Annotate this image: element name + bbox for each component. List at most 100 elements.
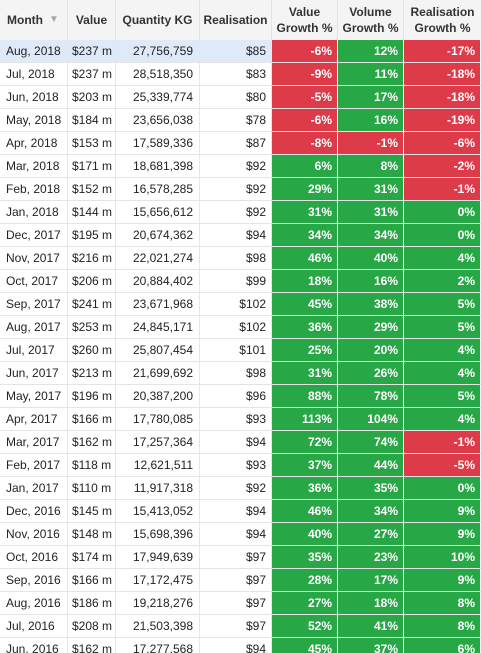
- table-row[interactable]: Apr, 2018 $153 m 17,589,336 $87 -8% -1% -6%: [0, 132, 481, 155]
- table-row[interactable]: May, 2018 $184 m 23,656,038 $78 -6% 16% -19%: [0, 109, 481, 132]
- cell-realisation: $94: [200, 523, 272, 545]
- column-header-value[interactable]: Value: [68, 0, 116, 40]
- column-header-realisation-growth[interactable]: Realisation Growth %: [404, 0, 481, 40]
- cell-realisation-growth: 6%: [404, 638, 481, 653]
- table-row[interactable]: Dec, 2016 $145 m 15,413,052 $94 46% 34% 9%: [0, 500, 481, 523]
- table-row[interactable]: May, 2017 $196 m 20,387,200 $96 88% 78% 5%: [0, 385, 481, 408]
- cell-value: $237 m: [68, 63, 116, 85]
- cell-value: $216 m: [68, 247, 116, 269]
- cell-value-growth: 72%: [272, 431, 338, 453]
- table-row[interactable]: Nov, 2017 $216 m 22,021,274 $98 46% 40% 4%: [0, 247, 481, 270]
- table-row[interactable]: Jul, 2017 $260 m 25,807,454 $101 25% 20% 4%: [0, 339, 481, 362]
- cell-value-growth: 113%: [272, 408, 338, 430]
- column-header-quantity[interactable]: Quantity KG: [116, 0, 200, 40]
- column-header-month[interactable]: Month ▼: [0, 0, 68, 40]
- cell-quantity: 17,172,475: [116, 569, 200, 591]
- grid-body: Aug, 2018 $237 m 27,756,759 $85 -6% 12% -17% Ju…: [0, 40, 481, 653]
- cell-month: Jan, 2017: [0, 477, 68, 499]
- cell-volume-growth: -1%: [338, 132, 404, 154]
- cell-volume-growth: 16%: [338, 270, 404, 292]
- cell-month: Aug, 2016: [0, 592, 68, 614]
- cell-volume-growth: 20%: [338, 339, 404, 361]
- cell-month: Apr, 2018: [0, 132, 68, 154]
- table-row[interactable]: Feb, 2018 $152 m 16,578,285 $92 29% 31% -1%: [0, 178, 481, 201]
- cell-volume-growth: 17%: [338, 569, 404, 591]
- cell-realisation: $87: [200, 132, 272, 154]
- cell-realisation-growth: 8%: [404, 592, 481, 614]
- table-row[interactable]: Sep, 2016 $166 m 17,172,475 $97 28% 17% 9%: [0, 569, 481, 592]
- cell-volume-growth: 29%: [338, 316, 404, 338]
- table-row[interactable]: Jan, 2018 $144 m 15,656,612 $92 31% 31% 0%: [0, 201, 481, 224]
- cell-quantity: 16,578,285: [116, 178, 200, 200]
- table-row[interactable]: Jun, 2017 $213 m 21,699,692 $98 31% 26% 4%: [0, 362, 481, 385]
- cell-realisation: $92: [200, 477, 272, 499]
- cell-volume-growth: 26%: [338, 362, 404, 384]
- cell-value-growth: 45%: [272, 293, 338, 315]
- table-row[interactable]: Apr, 2017 $166 m 17,780,085 $93 113% 104% 4%: [0, 408, 481, 431]
- table-row[interactable]: Jun, 2018 $203 m 25,339,774 $80 -5% 17% -18%: [0, 86, 481, 109]
- table-row[interactable]: Jun, 2016 $162 m 17,277,568 $94 45% 37% 6%: [0, 638, 481, 653]
- sort-descending-icon[interactable]: ▼: [48, 14, 59, 25]
- cell-value-growth: 35%: [272, 546, 338, 568]
- cell-month: Jun, 2016: [0, 638, 68, 653]
- cell-value: $162 m: [68, 638, 116, 653]
- cell-value: $174 m: [68, 546, 116, 568]
- cell-volume-growth: 27%: [338, 523, 404, 545]
- cell-value-growth: 45%: [272, 638, 338, 653]
- table-row[interactable]: Jul, 2018 $237 m 28,518,350 $83 -9% 11% -18%: [0, 63, 481, 86]
- column-header-month-label: Month: [7, 13, 43, 27]
- cell-realisation: $85: [200, 40, 272, 62]
- cell-volume-growth: 31%: [338, 201, 404, 223]
- cell-quantity: 20,674,362: [116, 224, 200, 246]
- table-row[interactable]: Aug, 2016 $186 m 19,218,276 $97 27% 18% 8%: [0, 592, 481, 615]
- cell-realisation-growth: -6%: [404, 132, 481, 154]
- cell-realisation: $98: [200, 362, 272, 384]
- column-header-volume-growth-line1: Volume: [349, 5, 392, 19]
- table-row[interactable]: Dec, 2017 $195 m 20,674,362 $94 34% 34% 0%: [0, 224, 481, 247]
- table-row[interactable]: Oct, 2016 $174 m 17,949,639 $97 35% 23% 10%: [0, 546, 481, 569]
- cell-value-growth: -9%: [272, 63, 338, 85]
- cell-value: $208 m: [68, 615, 116, 637]
- cell-quantity: 15,413,052: [116, 500, 200, 522]
- cell-month: Jul, 2018: [0, 63, 68, 85]
- table-row[interactable]: Mar, 2017 $162 m 17,257,364 $94 72% 74% -1%: [0, 431, 481, 454]
- cell-volume-growth: 37%: [338, 638, 404, 653]
- table-row[interactable]: Jul, 2016 $208 m 21,503,398 $97 52% 41% 8%: [0, 615, 481, 638]
- table-row[interactable]: Nov, 2016 $148 m 15,698,396 $94 40% 27% 9%: [0, 523, 481, 546]
- cell-quantity: 17,949,639: [116, 546, 200, 568]
- cell-volume-growth: 40%: [338, 247, 404, 269]
- cell-quantity: 20,884,402: [116, 270, 200, 292]
- table-row[interactable]: Aug, 2017 $253 m 24,845,171 $102 36% 29% 5%: [0, 316, 481, 339]
- column-header-volume-growth-line2: Growth %: [342, 21, 399, 35]
- cell-month: Aug, 2018: [0, 40, 68, 62]
- column-header-volume-growth[interactable]: Volume Growth %: [338, 0, 404, 40]
- cell-quantity: 19,218,276: [116, 592, 200, 614]
- table-row[interactable]: Sep, 2017 $241 m 23,671,968 $102 45% 38% 5%: [0, 293, 481, 316]
- table-row[interactable]: Oct, 2017 $206 m 20,884,402 $99 18% 16% 2%: [0, 270, 481, 293]
- table-row[interactable]: Feb, 2017 $118 m 12,621,511 $93 37% 44% -5%: [0, 454, 481, 477]
- cell-volume-growth: 17%: [338, 86, 404, 108]
- cell-realisation: $98: [200, 247, 272, 269]
- cell-value: $213 m: [68, 362, 116, 384]
- table-row[interactable]: Mar, 2018 $171 m 18,681,398 $92 6% 8% -2%: [0, 155, 481, 178]
- cell-value-growth: 52%: [272, 615, 338, 637]
- column-header-realisation[interactable]: Realisation: [200, 0, 272, 40]
- cell-realisation: $80: [200, 86, 272, 108]
- table-row[interactable]: Aug, 2018 $237 m 27,756,759 $85 -6% 12% -17%: [0, 40, 481, 63]
- cell-value-growth: 36%: [272, 477, 338, 499]
- cell-value-growth: 46%: [272, 247, 338, 269]
- cell-value: $162 m: [68, 431, 116, 453]
- cell-realisation-growth: 5%: [404, 316, 481, 338]
- cell-realisation: $92: [200, 178, 272, 200]
- column-header-value-growth-line2: Growth %: [276, 21, 333, 35]
- cell-value: $148 m: [68, 523, 116, 545]
- cell-volume-growth: 74%: [338, 431, 404, 453]
- column-header-value-growth[interactable]: Value Growth %: [272, 0, 338, 40]
- table-row[interactable]: Jan, 2017 $110 m 11,917,318 $92 36% 35% 0%: [0, 477, 481, 500]
- cell-month: Feb, 2017: [0, 454, 68, 476]
- column-header-quantity-label: Quantity KG: [122, 13, 193, 27]
- cell-quantity: 25,807,454: [116, 339, 200, 361]
- cell-value: $153 m: [68, 132, 116, 154]
- cell-value-growth: -6%: [272, 40, 338, 62]
- cell-value-growth: 31%: [272, 201, 338, 223]
